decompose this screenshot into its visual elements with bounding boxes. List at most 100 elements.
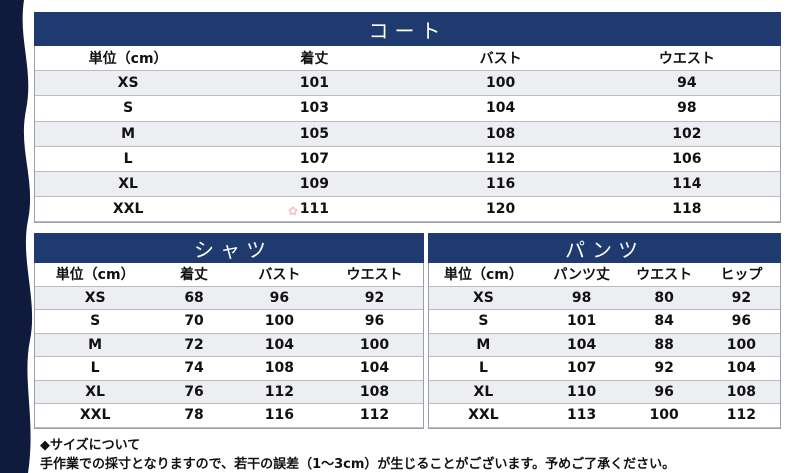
cell: 104	[702, 356, 780, 381]
cell: M	[35, 121, 222, 147]
cell: 106	[593, 146, 780, 172]
table-row: XL 109 116 114	[35, 171, 780, 198]
notes-heading: ◆サイズについて	[40, 438, 141, 453]
cell: 88	[625, 333, 703, 357]
cell: 108	[407, 121, 594, 147]
table-row: L 107 112 106	[35, 146, 780, 172]
cell: XS	[35, 286, 156, 310]
table-row: XS 68 96 92	[35, 286, 423, 310]
table-row: XXL 113 100 112	[429, 403, 780, 428]
pants-header-row: 単位（cm） パンツ丈 ウエスト ヒップ	[429, 263, 780, 287]
cell: 104	[232, 333, 326, 357]
cell: 111	[221, 196, 408, 223]
coat-title: コート	[34, 12, 781, 46]
cell: 92	[625, 356, 703, 381]
cell: 108	[702, 380, 780, 404]
cell: 74	[155, 356, 233, 381]
cell: 114	[593, 171, 780, 198]
shirt-title: シャツ	[34, 233, 424, 263]
cell: 112	[232, 380, 326, 404]
table-row: S 103 104 98	[35, 95, 780, 122]
cell: 116	[407, 171, 594, 198]
cell: 68	[155, 286, 233, 310]
cell: L	[35, 146, 222, 172]
cell: L	[35, 356, 156, 381]
cell: XL	[429, 380, 538, 404]
table-row: S 70 100 96	[35, 309, 423, 334]
table-row: XXL 78 116 112	[35, 403, 423, 428]
coat-table: 単位（cm） 着丈 バスト ウエスト XS 101 100 94 S 103 104 98 …	[35, 46, 780, 223]
cell: 100	[702, 333, 780, 357]
cell: 118	[593, 196, 780, 223]
cell: 80	[625, 286, 703, 310]
table-row: M 104 88 100	[429, 333, 780, 357]
cell: 108	[325, 380, 423, 404]
cell: 107	[537, 356, 626, 381]
table-row: XS 101 100 94	[35, 70, 780, 97]
cell: 110	[537, 380, 626, 404]
cell: 113	[537, 403, 626, 428]
cell: 104	[325, 356, 423, 381]
cell: XL	[35, 380, 156, 404]
cell: 101	[537, 309, 626, 334]
table-row: M 105 108 102	[35, 121, 780, 147]
cell: 120	[407, 196, 594, 223]
coat-size-table: コート 単位（cm） 着丈 バスト ウエスト XS 101 100 94 S 103 10…	[34, 12, 781, 224]
cell: M	[35, 333, 156, 357]
shirt-table: 単位（cm） 着丈 バスト ウエスト XS 68 96 92 S 70 100 96 M 72…	[35, 263, 423, 428]
cell: XXL	[35, 196, 222, 223]
cell: 98	[537, 286, 626, 310]
pants-col-hip: ヒップ	[702, 263, 780, 287]
cell: 105	[221, 121, 408, 147]
cell: 107	[221, 146, 408, 172]
notes-body: 手作業での採寸となりますので、若干の誤差（1～3cm）が生じることがございます。…	[40, 457, 676, 472]
shirt-col-bust: バスト	[232, 263, 326, 287]
pants-table: 単位（cm） パンツ丈 ウエスト ヒップ XS 98 80 92 S 101 84 96 M…	[429, 263, 780, 428]
watermark-mark: ✿ ˙˙˙	[288, 204, 320, 218]
cell: 76	[155, 380, 233, 404]
cell: 96	[232, 286, 326, 310]
shirt-col-waist: ウエスト	[325, 263, 423, 287]
coat-col-waist: ウエスト	[593, 46, 780, 72]
cell: 112	[407, 146, 594, 172]
table-row: XL 110 96 108	[429, 380, 780, 404]
shirt-col-length: 着丈	[155, 263, 233, 287]
cell: 104	[537, 333, 626, 357]
cell: S	[429, 309, 538, 334]
cell: 96	[702, 309, 780, 334]
cell: 94	[593, 70, 780, 97]
cell: 108	[232, 356, 326, 381]
cell: M	[429, 333, 538, 357]
cell: 70	[155, 309, 233, 334]
cell: 96	[325, 309, 423, 334]
cell: 116	[232, 403, 326, 428]
pants-col-waist: ウエスト	[625, 263, 703, 287]
cell: 101	[221, 70, 408, 97]
shirt-header-row: 単位（cm） 着丈 バスト ウエスト	[35, 263, 423, 287]
cell: 100	[232, 309, 326, 334]
coat-col-bust: バスト	[407, 46, 594, 72]
table-row: XXL 111 120 118	[35, 196, 780, 223]
table-row: XS 98 80 92	[429, 286, 780, 310]
coat-col-unit: 単位（cm）	[35, 46, 222, 72]
pants-title: パンツ	[428, 233, 781, 263]
cell: XL	[35, 171, 222, 198]
pants-size-table: パンツ 単位（cm） パンツ丈 ウエスト ヒップ XS 98 80 92 S 101 84…	[428, 233, 781, 429]
cell: 92	[702, 286, 780, 310]
cell: 103	[221, 95, 408, 122]
pants-col-unit: 単位（cm）	[429, 263, 538, 287]
cell: L	[429, 356, 538, 381]
cell: XXL	[429, 403, 538, 428]
cell: 78	[155, 403, 233, 428]
cell: 72	[155, 333, 233, 357]
pants-col-length: パンツ丈	[537, 263, 626, 287]
decorative-wavy-edge	[0, 0, 33, 473]
cell: S	[35, 309, 156, 334]
cell: 104	[407, 95, 594, 122]
cell: XS	[35, 70, 222, 97]
shirt-col-unit: 単位（cm）	[35, 263, 156, 287]
coat-col-length: 着丈	[221, 46, 408, 72]
cell: 84	[625, 309, 703, 334]
table-row: XL 76 112 108	[35, 380, 423, 404]
cell: 92	[325, 286, 423, 310]
